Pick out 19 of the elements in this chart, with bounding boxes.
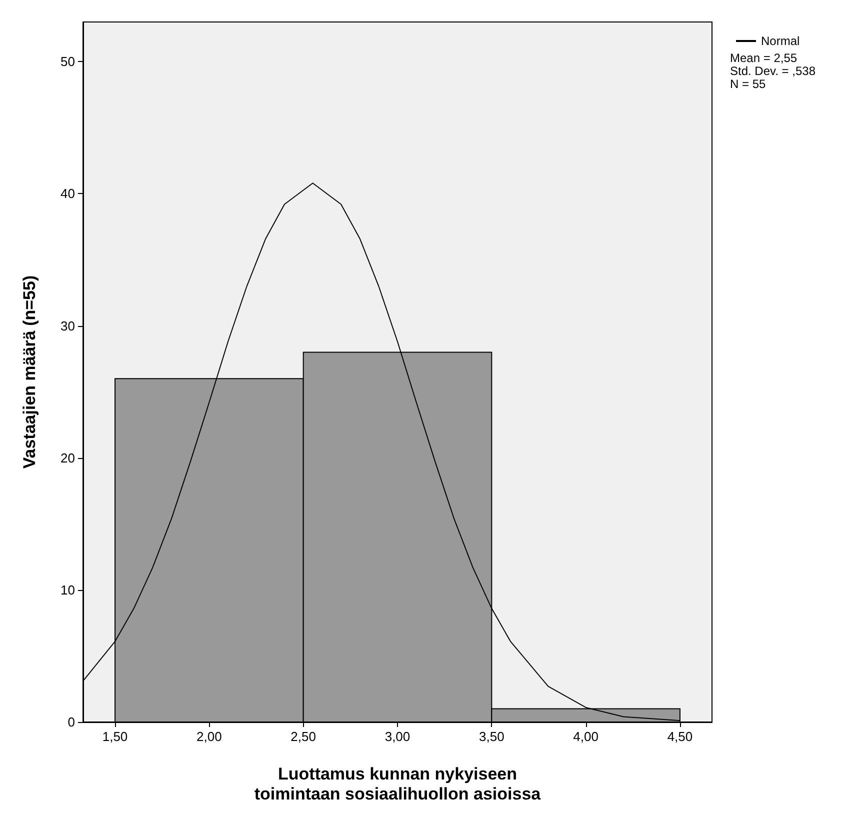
text: Mean = 2,55 <box>730 51 798 65</box>
legend-label: Normal <box>761 34 800 48</box>
x-tick-label: 3,00 <box>384 729 410 744</box>
text: Std. Dev. = ,538 <box>730 64 816 78</box>
x-tick-label: 3,50 <box>479 729 504 744</box>
x-tick-label: 2,50 <box>290 729 316 744</box>
x-tick-label: 4,00 <box>573 729 598 744</box>
x-tick-label: 1,50 <box>102 729 128 744</box>
y-tick-label: 30 <box>60 318 75 334</box>
x-tick-label: 2,00 <box>196 729 222 744</box>
y-tick-label: 20 <box>60 450 75 466</box>
x-tick-label: 4,50 <box>667 729 693 744</box>
x-axis-title: Luottamus kunnan nykyiseen toimintaan sosiaalihuollon asioissa <box>254 764 542 804</box>
y-tick-label: 0 <box>68 714 75 730</box>
y-tick-label: 50 <box>60 54 75 70</box>
text: N = 55 <box>730 77 766 91</box>
y-tick-label: 10 <box>60 582 75 598</box>
y-tick-label: 40 <box>60 186 75 202</box>
y-axis-title: Vastaajien määrä (n=55) <box>20 275 39 469</box>
